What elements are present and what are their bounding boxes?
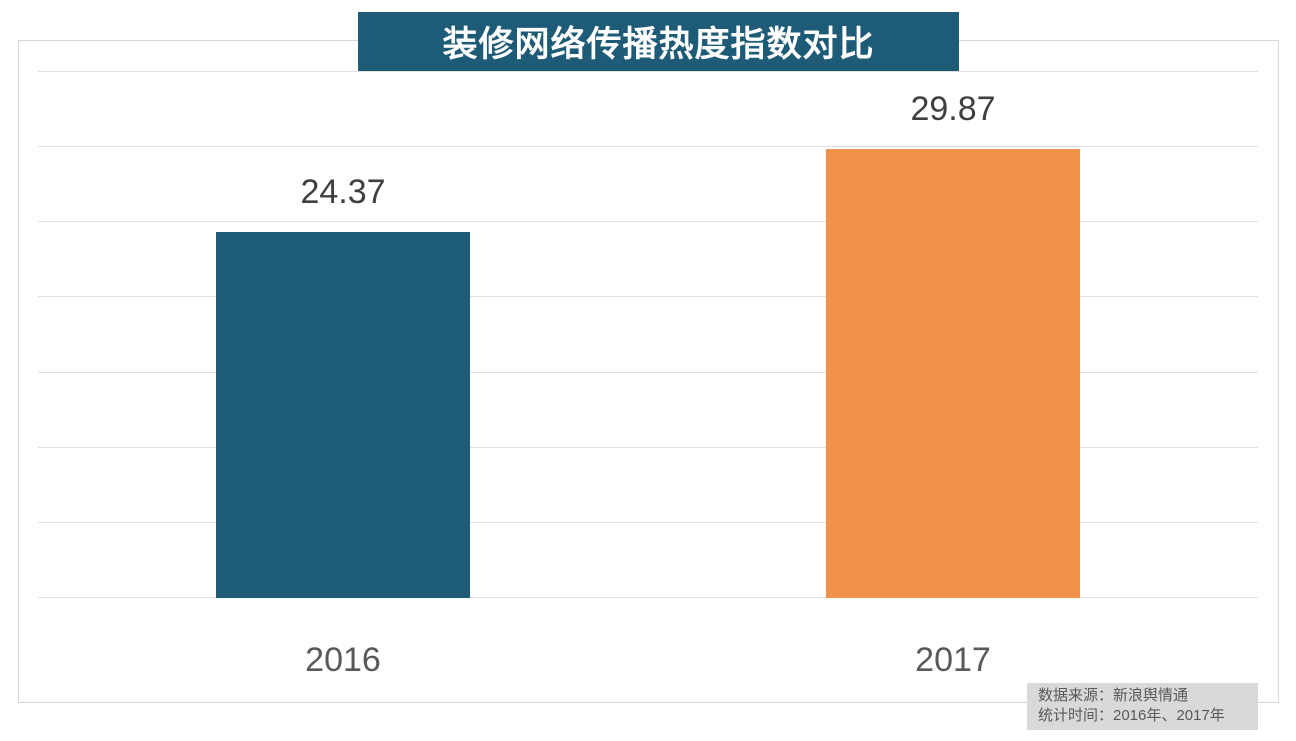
gridline-y-30 [38, 146, 1258, 148]
gridline-y-35 [38, 71, 1258, 72]
bar-value-label-2017: 29.87 [910, 90, 996, 129]
bar-2016 [216, 231, 470, 598]
bar-2017 [826, 149, 1080, 598]
x-axis-label-2017: 2017 [915, 641, 991, 679]
chart-plot-border: 24.37 2016 29.87 2017 [18, 40, 1279, 703]
gridline-y-15 [38, 371, 1258, 373]
plot-area: 24.37 2016 29.87 2017 [38, 71, 1258, 679]
source-note-line1: 数据来源：新浪舆情通 [1038, 687, 1189, 704]
source-note-line2: 统计时间：2016年、2017年 [1038, 707, 1225, 724]
gridline-y-25 [38, 221, 1258, 223]
x-axis-label-2016: 2016 [305, 641, 381, 679]
gridline-y-5 [38, 521, 1258, 523]
chart-title-banner: 装修网络传播热度指数对比 [358, 12, 959, 71]
gridline-y-20 [38, 296, 1258, 298]
chart-title: 装修网络传播热度指数对比 [442, 25, 875, 64]
gridline-y-0 [38, 597, 1258, 598]
bar-value-label-2016: 24.37 [300, 172, 386, 211]
gridline-y-10 [38, 446, 1258, 448]
source-note-box: 数据来源：新浪舆情通 统计时间：2016年、2017年 [1027, 683, 1258, 730]
